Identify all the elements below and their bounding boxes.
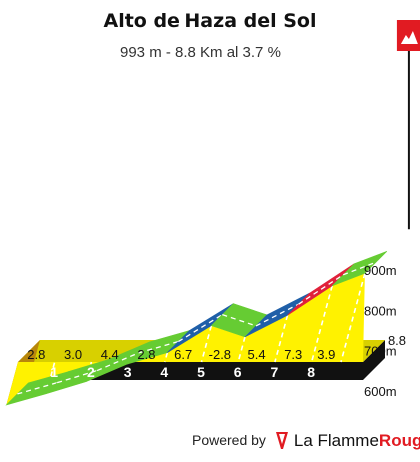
- gradient-label: 6.7: [174, 347, 192, 362]
- profile-labels-group: 1 2 3 4 5 6 7 8 8.8 2.8 3.0 4.4 2.8 6.7 -2.8 5.4 7.3 3.9 6…: [27, 263, 406, 399]
- gradient-label: 3.9: [317, 347, 335, 362]
- km-gridline: [237, 336, 246, 363]
- x-tick-label: 6: [234, 364, 242, 380]
- x-tick-label: 5: [197, 364, 205, 380]
- chart-title: Alto de Haza del Sol: [0, 10, 420, 32]
- x-tick-label: 4: [160, 364, 168, 380]
- x-tick-label-end: 8.8: [388, 333, 406, 348]
- km-gridline: [200, 325, 213, 363]
- km-gridline: [164, 352, 169, 363]
- powered-by-text: Powered by: [192, 432, 266, 448]
- gradient-label: 5.4: [248, 347, 266, 362]
- brand-accent-text: Rouge: [378, 431, 420, 450]
- y-tick-label: 600m: [364, 384, 397, 399]
- mountain-flag-icon: [396, 20, 420, 230]
- top-stripe-dash: [17, 382, 58, 395]
- top-stripe-dash: [96, 352, 139, 372]
- gradient-label: -2.8: [209, 347, 231, 362]
- x-tick-label: 8: [307, 364, 315, 380]
- gradient-label: 4.4: [101, 347, 119, 362]
- elevation-profile: 1 2 3 4 5 6 7 8 8.8 2.8 3.0 4.4 2.8 6.7 -2.8 5.4 7.3 3.9 6…: [5, 20, 420, 406]
- flame-logo-icon: [276, 432, 288, 449]
- x-tick-label: 1: [50, 364, 58, 380]
- y-tick-label: 800m: [364, 303, 397, 318]
- gradient-label: 3.0: [64, 347, 82, 362]
- km-gridline: [45, 361, 56, 394]
- top-stripe-segment: [331, 251, 388, 287]
- top-stripe-dash: [342, 261, 377, 276]
- brand-logo[interactable]: La FlammeRouge: [274, 430, 420, 451]
- title-prefix: Alto de: [103, 10, 180, 32]
- gradient-label: 2.8: [27, 347, 45, 362]
- profile-grid-group: [45, 273, 366, 394]
- gradient-label: 2.8: [137, 347, 155, 362]
- flag-banner: [396, 20, 420, 51]
- x-tick-label: 3: [124, 364, 132, 380]
- profile-top-stripe-group: [5, 251, 388, 406]
- title-name: Haza del Sol: [184, 10, 317, 32]
- top-stripe-dash: [255, 303, 299, 327]
- x-tick-label: 7: [271, 364, 279, 380]
- gradient-label: 7.3: [284, 347, 302, 362]
- y-tick-label: 900m: [364, 263, 397, 278]
- flag-mountain-shape: [400, 31, 418, 44]
- km-gridline: [274, 314, 289, 363]
- top-stripe-dash: [138, 340, 179, 354]
- x-tick-label: 2: [87, 364, 95, 380]
- footer: Powered by La FlammeRouge: [192, 431, 420, 450]
- top-stripe-dash: [56, 369, 98, 384]
- chart-subtitle: 993 m - 8.8 Km al 3.7 %: [120, 44, 281, 61]
- y-tick-label: 700m: [364, 344, 397, 359]
- km-gridline: [340, 273, 366, 363]
- km-gridline: [310, 285, 333, 363]
- brand-main-text: La Flamme: [293, 431, 379, 450]
- top-stripe-dash: [222, 314, 257, 327]
